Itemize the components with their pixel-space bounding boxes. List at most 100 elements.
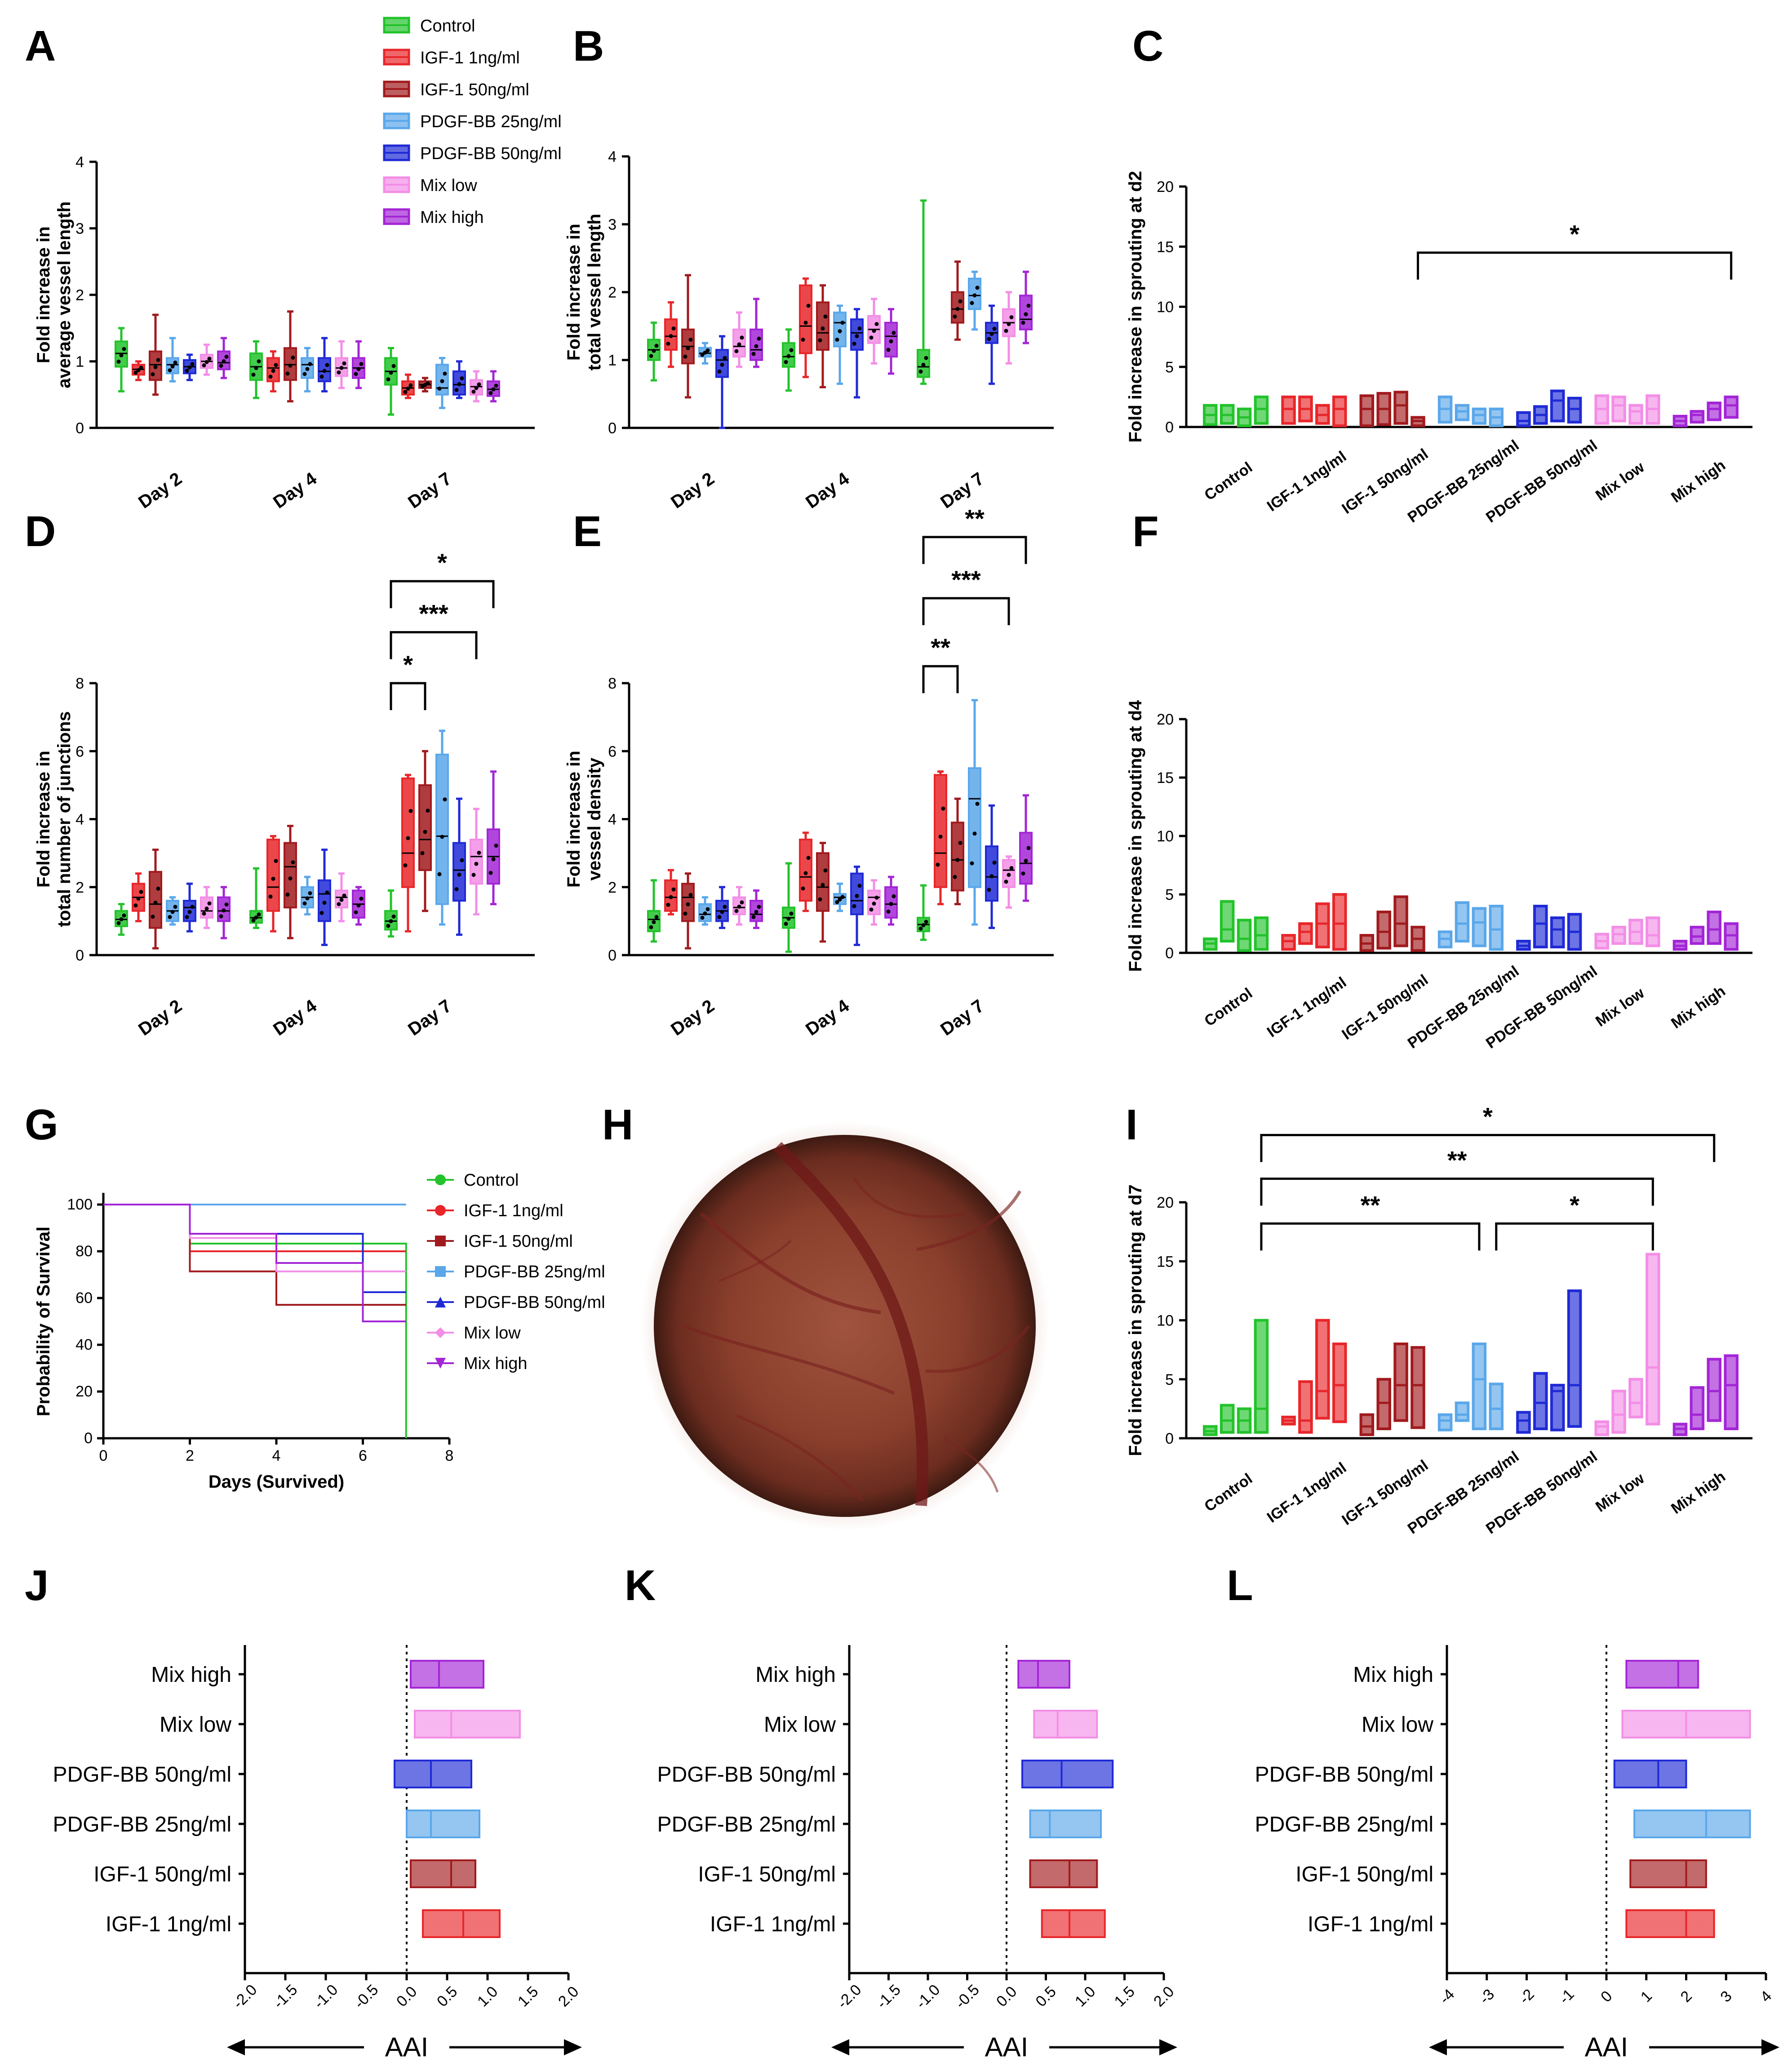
- x-axis-label: AAI: [985, 2032, 1029, 2062]
- data-point: [488, 871, 493, 875]
- y-tick-label: 15: [1157, 769, 1174, 787]
- box-mix-high-day-7: [487, 370, 500, 403]
- legend-label: PDGF-BB 50ng/ml: [420, 144, 562, 163]
- data-point: [1004, 880, 1008, 884]
- legend-item-igf-1-1ng-ml: IGF-1 1ng/ml: [383, 49, 520, 67]
- egg-photo: [640, 1121, 1049, 1530]
- data-point: [322, 901, 327, 905]
- bar-pdgf-bb-25ng-ml-1: [1437, 1413, 1453, 1432]
- data-point: [222, 359, 226, 364]
- data-point: [474, 386, 479, 390]
- data-point: [185, 369, 189, 373]
- data-point: [136, 368, 141, 373]
- box-mix-high-day-7: [1019, 271, 1033, 344]
- bar-control-1: [1203, 937, 1218, 951]
- bar-pdgf-bb-25ng-ml-1: [1437, 396, 1453, 424]
- y-tick-label: 10: [1157, 828, 1174, 845]
- box-igf-1-1ng-ml-day-7: [401, 774, 415, 933]
- float-bar: [1332, 396, 1347, 427]
- y-tick-label: 0: [1165, 419, 1174, 436]
- data-point: [207, 901, 212, 906]
- x-axis-label: AAI: [385, 2032, 429, 2062]
- iqr-box: [968, 767, 981, 888]
- x-tick-label: -1.5: [270, 1981, 301, 2012]
- panel-letter-j: J: [25, 1561, 49, 1610]
- bar-igf-1-50ng-ml-1: [1359, 934, 1375, 952]
- float-bar: [1220, 1404, 1235, 1434]
- x-tick-label: 0.5: [1033, 1983, 1060, 2010]
- data-point: [989, 874, 994, 879]
- bar-igf-1-50ng-ml-3: [1393, 895, 1408, 947]
- interval-bar: [1033, 1710, 1098, 1739]
- data-point: [1009, 315, 1014, 320]
- bar-mix-low-1: [1594, 1420, 1609, 1436]
- panel-letter-a: A: [25, 22, 56, 70]
- panel-letter-e: E: [573, 507, 602, 556]
- data-point: [855, 334, 859, 338]
- data-point: [720, 363, 724, 367]
- x-category-day-2: Day 2: [135, 469, 186, 512]
- data-point: [918, 369, 923, 374]
- interval-pdgf-bb-50ng-ml: [1613, 1760, 1687, 1788]
- float-bar: [1254, 916, 1269, 951]
- data-point: [821, 326, 825, 331]
- data-point: [924, 920, 928, 924]
- data-point: [491, 387, 496, 391]
- data-point: [700, 353, 705, 357]
- bar-mix-low-1: [1594, 394, 1609, 425]
- bar-control-4: [1254, 396, 1269, 425]
- marker-triangle-down: [435, 1358, 446, 1369]
- x-tick-label: 1.0: [474, 1983, 501, 2010]
- y-tick-label: 2: [608, 879, 617, 896]
- data-point: [156, 358, 160, 362]
- data-point: [271, 876, 275, 881]
- box-mix-low-day-7: [470, 370, 483, 403]
- aai-arrow-right: [1761, 2039, 1779, 2055]
- box-pdgf-bb-25ng-ml-day-4: [833, 304, 847, 385]
- data-point: [440, 379, 444, 383]
- data-point: [734, 349, 739, 353]
- panel-i: 0 5 10 15 20 Fold increase in sprouting at d7…: [1126, 1102, 1752, 1538]
- legend-label: Control: [464, 1171, 519, 1190]
- bar-pdgf-bb-50ng-ml-4: [1567, 913, 1582, 951]
- float-bar: [1220, 900, 1235, 943]
- float-bar: [1455, 901, 1470, 943]
- bar-igf-1-50ng-ml-3: [1393, 391, 1408, 425]
- significance-bracket-3: **: [922, 504, 1027, 564]
- aai-arrow-left: [227, 2039, 245, 2055]
- y-category-mix-high: Mix high: [151, 1663, 231, 1687]
- data-point: [477, 850, 481, 855]
- float-bar: [1393, 1343, 1408, 1422]
- box-igf-1-1ng-ml-day-4: [799, 831, 812, 912]
- data-point: [921, 923, 926, 927]
- iqr-box: [435, 753, 449, 905]
- bar-igf-1-1ng-ml-3: [1315, 1319, 1330, 1420]
- data-point: [170, 910, 175, 914]
- data-point: [389, 919, 393, 924]
- box-igf-1-1ng-ml-day-7: [401, 373, 415, 399]
- bar-mix-high-1: [1672, 414, 1688, 427]
- box-igf-1-1ng-ml-day-2: [664, 301, 678, 368]
- data-point: [1021, 320, 1025, 325]
- bar-igf-1-1ng-ml-3: [1315, 404, 1330, 425]
- y-tick-label: 5: [1165, 1371, 1174, 1388]
- float-bar: [1516, 411, 1531, 427]
- box-pdgf-bb-25ng-ml-day-2: [166, 896, 179, 926]
- data-point: [136, 896, 141, 901]
- box-pdgf-bb-25ng-ml-day-4: [301, 876, 314, 916]
- y-axis-label: Fold increase intotal vessel length: [564, 214, 604, 371]
- box-mix-low-day-4: [867, 298, 881, 365]
- y-tick-label: 20: [1157, 711, 1174, 728]
- interval-mix-low: [1033, 1710, 1098, 1739]
- data-point: [666, 903, 670, 907]
- x-tick-label: 0: [1597, 1988, 1615, 2005]
- legend-item-mix-low: Mix low: [383, 176, 477, 195]
- data-point: [938, 834, 943, 839]
- data-point: [257, 912, 261, 917]
- y-tick-label: 0: [1165, 1430, 1174, 1447]
- box-pdgf-bb-25ng-ml-day-2: [166, 337, 179, 382]
- interval-igf-1-1ng-ml: [1625, 1909, 1715, 1938]
- bar-pdgf-bb-25ng-ml-4: [1489, 1383, 1504, 1430]
- data-point: [886, 909, 891, 914]
- box-igf-1-1ng-ml-day-4: [266, 835, 280, 933]
